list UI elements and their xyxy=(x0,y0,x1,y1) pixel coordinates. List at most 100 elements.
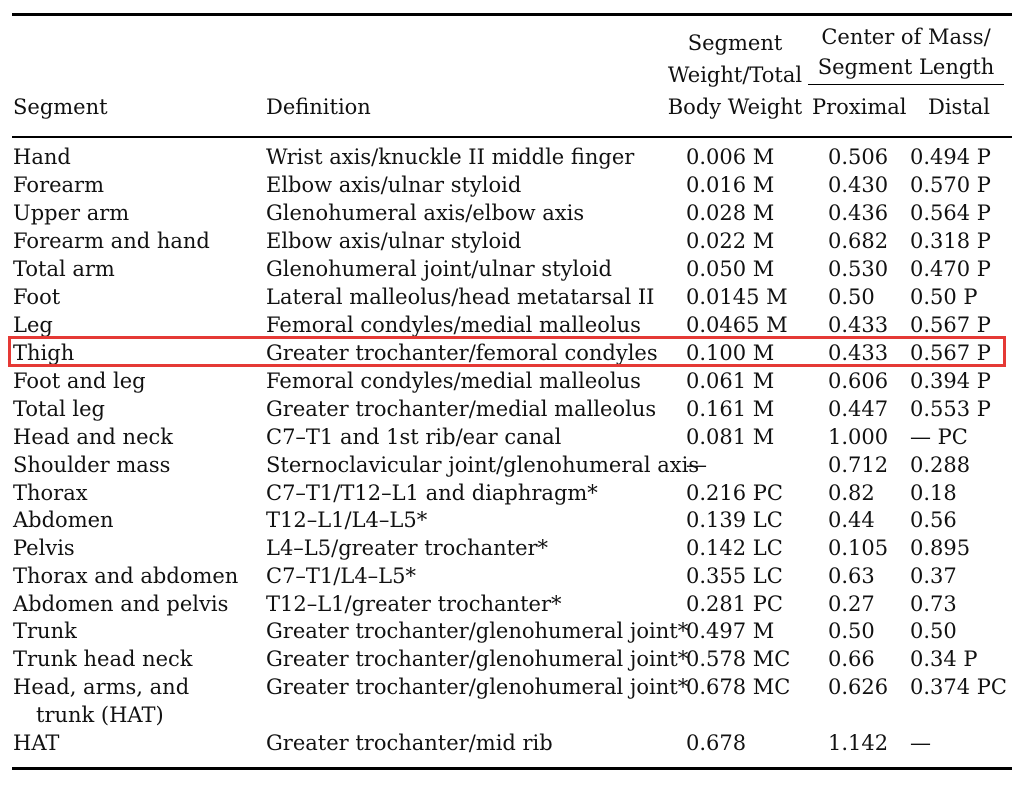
cell-proximal: 1.142 xyxy=(828,731,889,755)
cell-distal: 0.18 xyxy=(910,481,957,505)
cell-distal: 0.318 P xyxy=(910,229,991,253)
cell-segment: Total leg xyxy=(13,397,105,421)
cell-weight: 0.050 M xyxy=(686,257,775,281)
cell-definition: Elbow axis/ulnar styloid xyxy=(266,229,522,253)
cell-definition: L4–L5/greater trochanter* xyxy=(266,536,549,560)
header-proximal: Proximal xyxy=(812,95,907,119)
cell-proximal: 0.433 xyxy=(828,313,889,337)
cell-definition: T12–L1/L4–L5* xyxy=(266,508,428,532)
header-distal: Distal xyxy=(928,95,991,119)
cell-proximal: 0.606 xyxy=(828,369,889,393)
cell-segment: Abdomen xyxy=(13,508,114,532)
cell-segment: Upper arm xyxy=(13,201,130,225)
cell-definition: C7–T1/T12–L1 and diaphragm* xyxy=(266,481,598,505)
cell-distal: 0.37 xyxy=(910,564,957,588)
cell-proximal: 0.530 xyxy=(828,257,889,281)
cell-distal: 0.34 P xyxy=(910,647,978,671)
cell-weight: 0.006 M xyxy=(686,145,775,169)
cell-definition: Femoral condyles/medial malleolus xyxy=(266,369,641,393)
cell-segment: Foot and leg xyxy=(13,369,146,393)
cell-weight: 0.497 M xyxy=(686,619,775,643)
cell-weight: 0.0145 M xyxy=(686,285,788,309)
cell-proximal: 0.63 xyxy=(828,564,875,588)
cell-weight: 0.355 LC xyxy=(686,564,783,588)
cell-distal: 0.570 P xyxy=(910,173,991,197)
cell-proximal: 0.105 xyxy=(828,536,889,560)
cell-segment: Hand xyxy=(13,145,71,169)
cell-segment: Pelvis xyxy=(13,536,75,560)
header-rule xyxy=(12,136,1012,138)
bottom-rule xyxy=(12,767,1012,770)
cell-proximal: 0.430 xyxy=(828,173,889,197)
cell-distal: 0.553 P xyxy=(910,397,991,421)
cell-distal: 0.394 P xyxy=(910,369,991,393)
cell-segment: Forearm xyxy=(13,173,105,197)
cell-segment: HAT xyxy=(13,731,60,755)
cell-proximal: 0.626 xyxy=(828,675,889,699)
cell-distal: 0.494 P xyxy=(910,145,991,169)
cell-segment: Trunk head neck xyxy=(13,647,193,671)
cell-definition: Greater trochanter/glenohumeral joint* xyxy=(266,675,689,699)
cell-proximal: 0.433 xyxy=(828,341,889,365)
header-com-line2: Segment Length xyxy=(817,55,995,79)
cell-distal: 0.50 xyxy=(910,619,957,643)
cell-weight: 0.678 xyxy=(686,731,747,755)
cell-distal: 0.564 P xyxy=(910,201,991,225)
cell-distal: 0.73 xyxy=(910,592,957,616)
cell-definition: Greater trochanter/mid rib xyxy=(266,731,553,755)
cell-segment: Trunk xyxy=(13,619,77,643)
cell-proximal: 0.82 xyxy=(828,481,875,505)
cell-definition: C7–T1/L4–L5* xyxy=(266,564,416,588)
cell-segment: Thorax and abdomen xyxy=(13,564,239,588)
cell-definition: Glenohumeral axis/elbow axis xyxy=(266,201,585,225)
cell-weight: 0.578 MC xyxy=(686,647,791,671)
cell-distal: 0.288 xyxy=(910,453,971,477)
cell-definition: Wrist axis/knuckle II middle finger xyxy=(266,145,635,169)
cell-segment: Leg xyxy=(13,313,53,337)
cell-weight: — xyxy=(686,453,707,477)
cell-segment: Thorax xyxy=(13,481,88,505)
header-definition: Definition xyxy=(266,95,371,119)
cell-proximal: 0.50 xyxy=(828,285,875,309)
cell-weight: 0.061 M xyxy=(686,369,775,393)
cell-distal: 0.567 P xyxy=(910,341,991,365)
cell-proximal: 0.27 xyxy=(828,592,875,616)
cell-weight: 0.081 M xyxy=(686,425,775,449)
cell-proximal: 0.50 xyxy=(828,619,875,643)
cell-weight: 0.161 M xyxy=(686,397,775,421)
cell-weight: 0.0465 M xyxy=(686,313,788,337)
cell-proximal: 0.436 xyxy=(828,201,889,225)
header-weight-line2: Weight/Total xyxy=(667,63,803,87)
com-group-rule xyxy=(808,84,1004,85)
cell-segment-line2: trunk (HAT) xyxy=(36,703,164,727)
cell-distal: — xyxy=(910,731,931,755)
cell-proximal: 0.66 xyxy=(828,647,875,671)
top-rule xyxy=(12,13,1012,16)
cell-weight: 0.281 PC xyxy=(686,592,783,616)
cell-definition: C7–T1 and 1st rib/ear canal xyxy=(266,425,562,449)
cell-segment: Head, arms, and xyxy=(13,675,190,699)
cell-definition: Greater trochanter/femoral condyles xyxy=(266,341,658,365)
cell-segment: Total arm xyxy=(13,257,115,281)
header-weight-line1: Segment xyxy=(687,31,783,55)
cell-weight: 0.678 MC xyxy=(686,675,791,699)
cell-definition: Glenohumeral joint/ulnar styloid xyxy=(266,257,612,281)
cell-definition: Lateral malleolus/head metatarsal II xyxy=(266,285,655,309)
cell-weight: 0.216 PC xyxy=(686,481,783,505)
cell-definition: Greater trochanter/glenohumeral joint* xyxy=(266,619,689,643)
header-segment: Segment xyxy=(13,95,108,119)
cell-segment: Forearm and hand xyxy=(13,229,210,253)
cell-definition: Sternoclavicular joint/glenohumeral axis xyxy=(266,453,700,477)
cell-distal: 0.56 xyxy=(910,508,957,532)
cell-segment: Head and neck xyxy=(13,425,173,449)
cell-weight: 0.022 M xyxy=(686,229,775,253)
cell-segment: Shoulder mass xyxy=(13,453,171,477)
cell-definition: Greater trochanter/medial malleolus xyxy=(266,397,657,421)
cell-proximal: 0.506 xyxy=(828,145,889,169)
cell-definition: Greater trochanter/glenohumeral joint* xyxy=(266,647,689,671)
cell-weight: 0.100 M xyxy=(686,341,775,365)
cell-weight: 0.028 M xyxy=(686,201,775,225)
cell-proximal: 0.447 xyxy=(828,397,889,421)
cell-distal: 0.374 PC xyxy=(910,675,1007,699)
cell-distal: 0.470 P xyxy=(910,257,991,281)
